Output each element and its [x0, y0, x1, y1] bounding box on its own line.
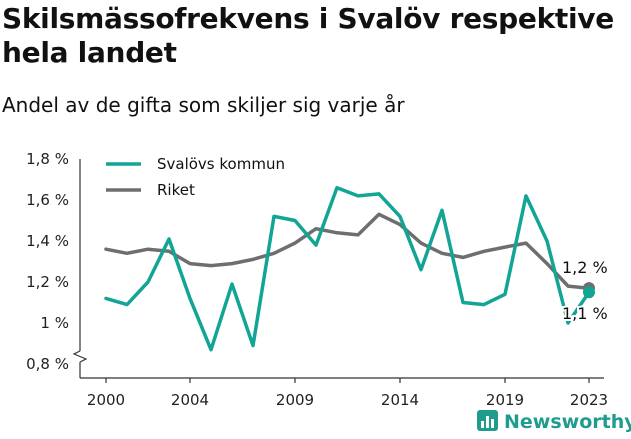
y-tick-label: 0,8 % [26, 355, 69, 373]
y-tick-label: 1,2 % [26, 273, 69, 291]
end-label-riket: 1,2 % [562, 258, 608, 277]
x-tick-label: 2000 [87, 391, 125, 409]
brand-name: Newsworthy [504, 411, 631, 433]
series-line-riket [104, 212, 591, 290]
y-tick-label: 1,4 % [26, 232, 69, 250]
y-tick-labels: 0,8 % 1 % 1,2 % 1,4 % 1,6 % 1,8 % [26, 150, 69, 373]
chart-subtitle: Andel av de gifta som skiljer sig varje … [2, 93, 405, 117]
y-axis [72, 159, 88, 378]
x-tick-label: 2019 [486, 391, 524, 409]
axis-break-icon [72, 350, 88, 363]
series-layer [104, 185, 595, 352]
y-tick-label: 1,8 % [26, 150, 69, 168]
x-tick-label: 2014 [381, 391, 419, 409]
legend: Svalövs kommun Riket [106, 155, 285, 199]
y-tick-label: 1 % [40, 314, 69, 332]
end-label-svalov: 1,1 % [562, 304, 608, 323]
x-tick-labels: 2000 2004 2009 2014 2019 2023 [87, 378, 608, 409]
logo-bar [486, 416, 489, 428]
y-tick-label: 1,6 % [26, 191, 69, 209]
series-line-svalov [104, 185, 591, 352]
x-tick-label: 2023 [570, 391, 608, 409]
x-tick-label: 2009 [276, 391, 314, 409]
logo-bar [481, 421, 484, 428]
end-point-svalov [583, 286, 595, 299]
logo-bar [491, 419, 494, 428]
legend-label: Svalövs kommun [157, 155, 285, 173]
end-labels: 1,1 % 1,2 % [560, 256, 610, 325]
chart-title: Skilsmässofrekvens i Svalöv respektive h… [2, 2, 614, 69]
legend-label: Riket [157, 181, 195, 199]
x-tick-label: 2004 [171, 391, 209, 409]
newsworthy-logo: Newsworthy [477, 410, 631, 433]
